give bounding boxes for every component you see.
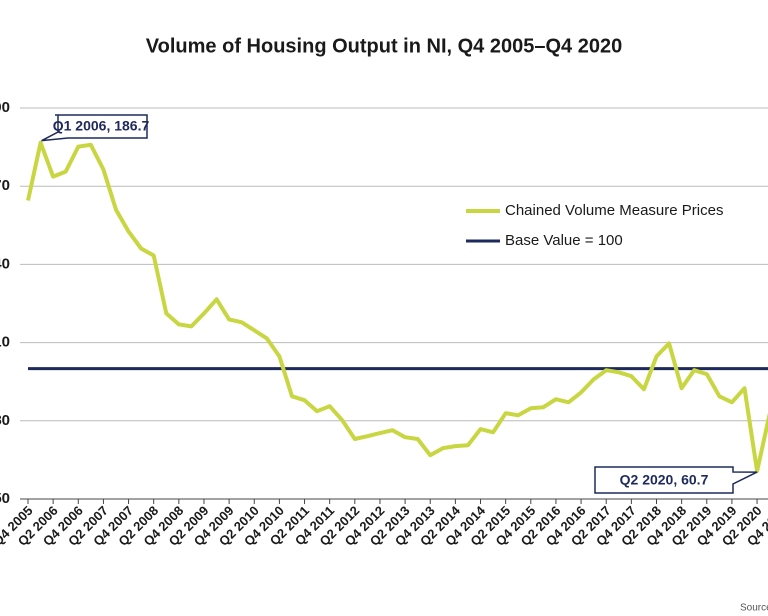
legend-label: Base Value = 100 <box>505 232 623 249</box>
y-tick-label: 200 <box>0 99 10 116</box>
annotation: Q2 2020, 60.7 <box>620 472 709 488</box>
y-tick-label: 80 <box>0 412 10 429</box>
y-tick-label: 170 <box>0 177 10 194</box>
chart-title: Volume of Housing Output in NI, Q4 2005–… <box>146 35 622 57</box>
source: Source <box>740 603 768 614</box>
y-tick-label: 140 <box>0 255 10 272</box>
series-line <box>26 140 768 474</box>
callout-box <box>41 114 148 142</box>
legend-label: Chained Volume Measure Prices <box>505 202 723 219</box>
callout-box <box>594 466 758 494</box>
y-tick-label: 110 <box>0 334 10 351</box>
y-tick-label: 50 <box>0 490 10 507</box>
annotation: Q1 2006, 186.7 <box>53 118 150 134</box>
